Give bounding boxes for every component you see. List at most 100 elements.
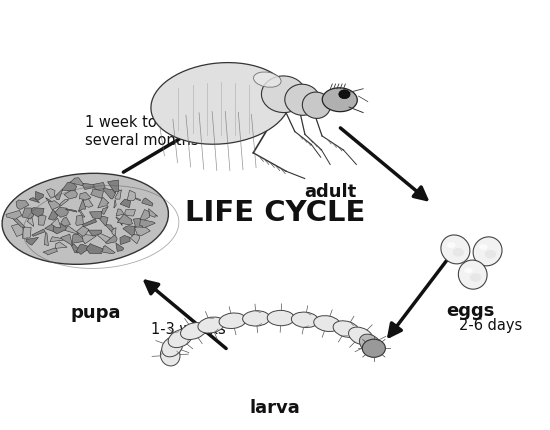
Polygon shape: [116, 209, 124, 217]
Polygon shape: [112, 228, 116, 236]
Polygon shape: [79, 210, 85, 218]
Polygon shape: [51, 219, 61, 228]
Polygon shape: [108, 181, 119, 194]
Polygon shape: [45, 224, 58, 233]
Polygon shape: [116, 218, 122, 226]
Polygon shape: [43, 248, 57, 255]
Ellipse shape: [285, 85, 320, 116]
Polygon shape: [148, 209, 158, 218]
Polygon shape: [55, 189, 63, 200]
Polygon shape: [72, 235, 84, 244]
Text: 1 week to
several months: 1 week to several months: [85, 115, 199, 147]
Ellipse shape: [333, 321, 359, 338]
Polygon shape: [120, 200, 130, 208]
Polygon shape: [76, 227, 89, 237]
Polygon shape: [48, 210, 58, 221]
Polygon shape: [64, 189, 78, 200]
Polygon shape: [98, 198, 109, 209]
Polygon shape: [94, 183, 105, 190]
Polygon shape: [140, 220, 155, 228]
Ellipse shape: [219, 313, 246, 329]
Polygon shape: [38, 215, 46, 226]
Polygon shape: [16, 200, 29, 210]
Ellipse shape: [485, 250, 496, 259]
Ellipse shape: [314, 316, 340, 332]
Ellipse shape: [243, 311, 270, 326]
Polygon shape: [91, 189, 103, 199]
Text: larva: larva: [250, 398, 300, 416]
Ellipse shape: [2, 174, 168, 265]
Text: eggs: eggs: [446, 301, 494, 319]
Polygon shape: [103, 189, 115, 200]
Polygon shape: [88, 230, 102, 237]
Text: pupa: pupa: [71, 303, 122, 321]
Text: LIFE CYCLE: LIFE CYCLE: [185, 199, 365, 227]
Circle shape: [362, 339, 386, 357]
Ellipse shape: [180, 323, 206, 340]
Polygon shape: [31, 208, 44, 217]
Polygon shape: [82, 235, 96, 244]
Polygon shape: [22, 209, 34, 219]
Ellipse shape: [267, 310, 295, 326]
Polygon shape: [61, 218, 70, 227]
Polygon shape: [27, 217, 34, 227]
Polygon shape: [46, 189, 55, 198]
Polygon shape: [13, 218, 25, 228]
Polygon shape: [78, 200, 86, 212]
Polygon shape: [46, 198, 55, 209]
Polygon shape: [140, 210, 150, 221]
Polygon shape: [65, 209, 77, 212]
Ellipse shape: [254, 73, 281, 88]
Ellipse shape: [447, 243, 455, 249]
Polygon shape: [50, 237, 64, 242]
Polygon shape: [142, 199, 153, 207]
Polygon shape: [62, 182, 76, 191]
Ellipse shape: [464, 268, 472, 273]
Polygon shape: [123, 226, 135, 236]
Ellipse shape: [473, 237, 502, 266]
Polygon shape: [125, 210, 135, 217]
Ellipse shape: [261, 77, 306, 113]
Polygon shape: [79, 193, 91, 201]
Polygon shape: [6, 211, 21, 220]
Polygon shape: [76, 245, 91, 255]
Polygon shape: [60, 200, 69, 207]
Polygon shape: [48, 201, 60, 210]
Polygon shape: [127, 191, 136, 201]
Polygon shape: [26, 238, 39, 246]
Polygon shape: [65, 226, 79, 235]
Ellipse shape: [479, 245, 487, 250]
Ellipse shape: [198, 317, 224, 333]
Ellipse shape: [441, 235, 470, 264]
Polygon shape: [71, 245, 79, 254]
Polygon shape: [105, 225, 114, 233]
Text: 2-6 days: 2-6 days: [459, 317, 522, 332]
Polygon shape: [120, 236, 130, 245]
Polygon shape: [55, 242, 67, 249]
Ellipse shape: [349, 327, 373, 345]
Polygon shape: [29, 198, 40, 203]
Polygon shape: [53, 224, 69, 234]
Polygon shape: [99, 217, 108, 226]
Polygon shape: [116, 243, 124, 252]
Polygon shape: [133, 198, 140, 201]
Polygon shape: [82, 219, 97, 227]
Text: 1-3 weeks: 1-3 weeks: [151, 322, 226, 336]
Polygon shape: [36, 192, 43, 201]
Polygon shape: [115, 190, 122, 200]
Polygon shape: [130, 235, 140, 244]
Ellipse shape: [453, 249, 464, 257]
Polygon shape: [83, 199, 93, 208]
Text: adult: adult: [304, 183, 356, 201]
Polygon shape: [114, 200, 116, 209]
Circle shape: [339, 91, 350, 99]
Polygon shape: [134, 219, 144, 227]
Ellipse shape: [322, 89, 358, 112]
Polygon shape: [60, 234, 73, 246]
Ellipse shape: [161, 345, 180, 366]
Polygon shape: [55, 208, 68, 218]
Ellipse shape: [359, 335, 382, 354]
Polygon shape: [97, 234, 111, 243]
Polygon shape: [82, 184, 96, 190]
Polygon shape: [12, 224, 24, 237]
